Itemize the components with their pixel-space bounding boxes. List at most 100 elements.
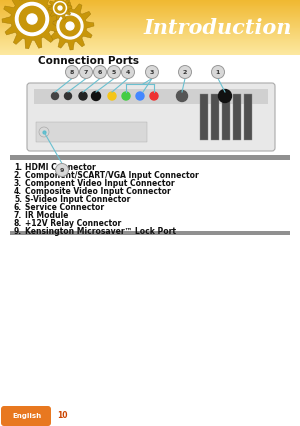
- Bar: [0, 44, 300, 46]
- Text: Service Connector: Service Connector: [25, 202, 104, 211]
- Bar: [0, 14, 300, 16]
- Bar: [233, 94, 241, 140]
- Bar: [0, 6, 300, 7]
- Circle shape: [122, 66, 134, 78]
- Circle shape: [52, 92, 58, 100]
- Bar: [0, 23, 300, 24]
- Bar: [0, 12, 300, 13]
- Text: 10: 10: [57, 412, 68, 420]
- Circle shape: [57, 13, 83, 39]
- Text: 1: 1: [216, 69, 220, 75]
- Circle shape: [122, 92, 130, 100]
- Bar: [0, 20, 300, 21]
- Circle shape: [64, 92, 71, 100]
- Bar: [0, 50, 300, 52]
- Bar: [0, 16, 300, 17]
- Circle shape: [55, 3, 65, 13]
- Polygon shape: [2, 0, 62, 49]
- Text: Composite Video Input Connector: Composite Video Input Connector: [25, 187, 171, 196]
- Polygon shape: [48, 0, 72, 20]
- Bar: [211, 94, 219, 140]
- Bar: [0, 48, 300, 49]
- Text: HDMI Connector: HDMI Connector: [25, 162, 96, 172]
- Text: 3: 3: [150, 69, 154, 75]
- Bar: [0, 47, 300, 49]
- Bar: [0, 36, 300, 37]
- Text: 8.: 8.: [14, 219, 22, 227]
- Circle shape: [150, 92, 158, 100]
- Circle shape: [65, 66, 79, 78]
- Circle shape: [20, 6, 45, 32]
- Bar: [36, 122, 147, 142]
- Text: Kensington Microsaver™ Lock Port: Kensington Microsaver™ Lock Port: [25, 227, 176, 236]
- Bar: [0, 5, 300, 6]
- Bar: [0, 1, 300, 3]
- Bar: [0, 2, 300, 4]
- Text: 2.: 2.: [14, 170, 22, 179]
- Bar: [0, 9, 300, 11]
- Bar: [0, 43, 300, 45]
- Bar: [0, 9, 300, 10]
- Bar: [0, 11, 300, 12]
- Bar: [0, 41, 300, 42]
- Bar: [0, 54, 300, 55]
- Circle shape: [218, 89, 232, 103]
- Bar: [0, 0, 300, 2]
- Text: Component Video Input Connector: Component Video Input Connector: [25, 178, 175, 187]
- Text: 1.: 1.: [14, 162, 22, 172]
- Bar: [0, 23, 300, 25]
- Text: Connection Ports: Connection Ports: [38, 56, 139, 66]
- Text: 6: 6: [98, 69, 102, 75]
- Text: 7: 7: [84, 69, 88, 75]
- Bar: [0, 35, 300, 36]
- Bar: [10, 155, 290, 160]
- Text: IR Module: IR Module: [25, 210, 68, 219]
- Circle shape: [212, 66, 224, 78]
- Text: 2: 2: [183, 69, 187, 75]
- Bar: [0, 3, 300, 5]
- Bar: [244, 94, 252, 140]
- Bar: [0, 45, 300, 47]
- Bar: [0, 55, 300, 426]
- Bar: [0, 30, 300, 31]
- Bar: [0, 24, 300, 26]
- Polygon shape: [46, 2, 94, 50]
- Bar: [200, 94, 208, 140]
- Bar: [0, 13, 300, 14]
- Bar: [34, 89, 268, 104]
- Text: S-Video Input Connector: S-Video Input Connector: [25, 195, 130, 204]
- Circle shape: [92, 92, 100, 101]
- Circle shape: [60, 16, 80, 36]
- Circle shape: [15, 3, 49, 35]
- Bar: [0, 37, 300, 38]
- FancyBboxPatch shape: [1, 406, 51, 426]
- Text: 7.: 7.: [14, 210, 22, 219]
- Bar: [0, 40, 300, 41]
- Bar: [0, 51, 300, 52]
- Bar: [0, 43, 300, 44]
- Bar: [0, 21, 300, 23]
- Bar: [0, 20, 300, 22]
- Text: 9.: 9.: [14, 227, 22, 236]
- Circle shape: [80, 66, 92, 78]
- Bar: [0, 31, 300, 32]
- Bar: [0, 12, 300, 14]
- Circle shape: [39, 127, 49, 137]
- Bar: [0, 26, 300, 28]
- Circle shape: [27, 14, 37, 24]
- Text: Introduction: Introduction: [144, 18, 292, 38]
- Bar: [0, 35, 300, 37]
- Circle shape: [136, 92, 144, 100]
- Circle shape: [66, 22, 74, 30]
- Text: 4: 4: [126, 69, 130, 75]
- Bar: [0, 32, 300, 33]
- Bar: [0, 18, 300, 19]
- Bar: [0, 28, 300, 29]
- Circle shape: [53, 2, 67, 14]
- Circle shape: [56, 164, 68, 176]
- Bar: [0, 27, 300, 29]
- Bar: [0, 38, 300, 40]
- Text: 9: 9: [60, 167, 64, 173]
- Bar: [0, 42, 300, 43]
- Bar: [0, 53, 300, 54]
